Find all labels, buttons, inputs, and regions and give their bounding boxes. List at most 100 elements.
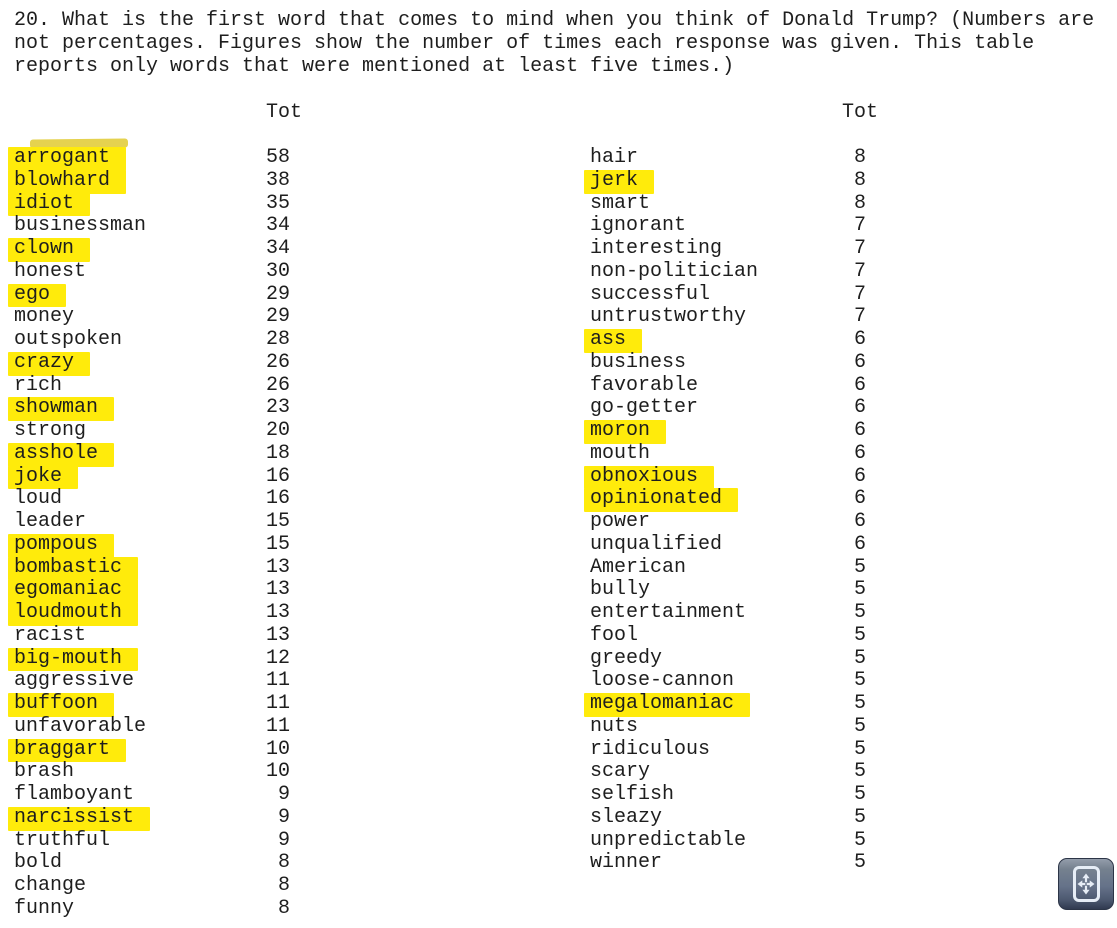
word-label: loud bbox=[14, 487, 63, 511]
table-row: rich 26 bbox=[0, 373, 560, 398]
count-value: 5 bbox=[853, 669, 866, 693]
table-row: bully 5 bbox=[576, 578, 1117, 602]
word-label: aggressive bbox=[14, 669, 135, 693]
table-row: power 6 bbox=[576, 510, 1117, 534]
word-label: leader bbox=[14, 510, 87, 533]
word-label: American bbox=[590, 555, 687, 579]
table-row: loudmouth 13 bbox=[0, 601, 560, 626]
word-label: favorable bbox=[590, 373, 699, 397]
table-row: go-getter 6 bbox=[576, 396, 1117, 420]
count-value: 7 bbox=[853, 259, 866, 283]
word-label: ridiculous bbox=[590, 737, 711, 761]
count-value: 38 bbox=[265, 168, 290, 192]
count-value: 6 bbox=[853, 419, 866, 442]
count-value: 6 bbox=[853, 532, 866, 556]
count-value: 9 bbox=[277, 805, 290, 829]
count-value: 26 bbox=[265, 373, 290, 397]
count-value: 5 bbox=[853, 828, 866, 852]
table-row: honest 30 bbox=[0, 259, 560, 284]
count-value: 10 bbox=[265, 760, 290, 784]
table-row: blowhard 38 bbox=[0, 168, 560, 194]
word-label: honest bbox=[14, 259, 87, 283]
word-label: successful bbox=[590, 282, 711, 306]
word-label: untrustworthy bbox=[590, 305, 747, 329]
word-label-highlighted: megalomaniac bbox=[584, 692, 751, 717]
count-value: 16 bbox=[265, 487, 290, 511]
table-row: jerk 8 bbox=[576, 169, 1117, 194]
count-value: 58 bbox=[265, 146, 290, 169]
count-value: 8 bbox=[853, 191, 866, 215]
count-value: 5 bbox=[853, 646, 866, 670]
count-value: 5 bbox=[853, 714, 866, 738]
count-value: 9 bbox=[277, 783, 290, 806]
table-row: leader 15 bbox=[0, 510, 560, 534]
fit-page-button[interactable] bbox=[1058, 858, 1114, 910]
count-value: 6 bbox=[853, 487, 866, 511]
question-text: 20. What is the first word that comes to… bbox=[14, 9, 1095, 78]
count-value: 6 bbox=[853, 464, 866, 488]
table-row: hair 8 bbox=[576, 146, 1117, 170]
word-label-highlighted: joke bbox=[8, 465, 79, 490]
word-label: greedy bbox=[590, 646, 663, 670]
table-row: change 8 bbox=[0, 874, 560, 898]
word-label: interesting bbox=[590, 237, 723, 260]
count-value: 29 bbox=[265, 305, 290, 329]
count-value: 35 bbox=[265, 191, 290, 215]
table-row: ridiculous 5 bbox=[576, 737, 1117, 762]
table-row: truthful 9 bbox=[0, 828, 560, 853]
word-label: truthful bbox=[14, 828, 111, 852]
word-label: fool bbox=[590, 623, 639, 647]
column-header-tot-left: Tot bbox=[266, 101, 303, 124]
table-row: bombastic 13 bbox=[0, 556, 560, 581]
count-value: 7 bbox=[853, 305, 866, 329]
count-value: 12 bbox=[265, 646, 290, 670]
table-row: entertainment 5 bbox=[576, 601, 1117, 625]
count-value: 30 bbox=[265, 259, 290, 283]
count-value: 5 bbox=[853, 623, 866, 647]
count-value: 5 bbox=[853, 692, 866, 715]
count-value: 13 bbox=[265, 623, 290, 647]
count-value: 6 bbox=[853, 396, 866, 420]
count-value: 5 bbox=[853, 783, 866, 806]
word-label: money bbox=[14, 305, 75, 329]
word-label-highlighted: ego bbox=[8, 283, 67, 308]
count-value: 8 bbox=[853, 146, 866, 169]
table-row: arrogant 58 bbox=[0, 146, 560, 171]
word-label-highlighted: blowhard bbox=[8, 169, 127, 194]
word-label-highlighted: loudmouth bbox=[8, 601, 139, 626]
count-value: 5 bbox=[853, 805, 866, 829]
count-value: 6 bbox=[853, 510, 866, 533]
table-row: brash 10 bbox=[0, 760, 560, 784]
word-label: non-politician bbox=[590, 259, 759, 283]
table-row: favorable 6 bbox=[576, 373, 1117, 398]
table-row: outspoken 28 bbox=[0, 328, 560, 352]
table-row: joke 16 bbox=[0, 465, 560, 490]
table-row: unfavorable 11 bbox=[0, 714, 560, 739]
word-label: hair bbox=[590, 146, 639, 169]
count-value: 11 bbox=[265, 714, 290, 738]
word-label: businessman bbox=[14, 214, 147, 238]
count-value: 11 bbox=[265, 669, 290, 693]
table-row: clown 34 bbox=[0, 237, 560, 262]
table-row: braggart 10 bbox=[0, 737, 560, 763]
count-value: 7 bbox=[853, 282, 866, 306]
table-row: selfish 5 bbox=[576, 783, 1117, 807]
count-value: 10 bbox=[265, 737, 290, 761]
word-label: unfavorable bbox=[14, 714, 147, 738]
word-label: loose-cannon bbox=[590, 669, 735, 693]
word-label: unqualified bbox=[590, 532, 723, 556]
count-value: 5 bbox=[853, 601, 866, 624]
word-label-highlighted: egomaniac bbox=[8, 578, 139, 604]
word-label: strong bbox=[14, 419, 87, 442]
word-label: nuts bbox=[590, 714, 639, 738]
table-row: obnoxious 6 bbox=[576, 464, 1117, 490]
word-label-highlighted: showman bbox=[8, 396, 115, 422]
count-value: 26 bbox=[265, 350, 290, 374]
word-label-highlighted: clown bbox=[8, 237, 91, 262]
table-row: American 5 bbox=[576, 555, 1117, 580]
word-label: unpredictable bbox=[590, 828, 747, 852]
table-row: sleazy 5 bbox=[576, 805, 1117, 830]
count-value: 5 bbox=[853, 760, 866, 784]
count-value: 20 bbox=[265, 419, 290, 442]
